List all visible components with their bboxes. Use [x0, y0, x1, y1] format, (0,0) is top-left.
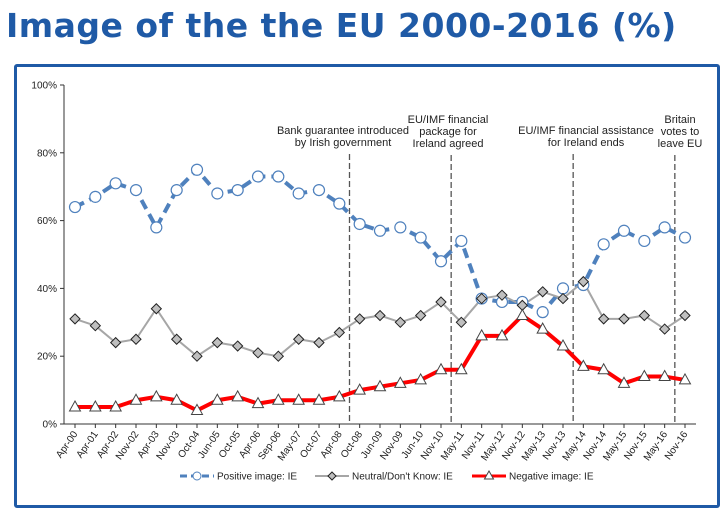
data-point-neutral	[599, 314, 609, 324]
data-point-positive	[415, 232, 426, 243]
data-point-positive	[558, 283, 569, 294]
data-point-positive	[680, 232, 691, 243]
data-point-positive	[273, 171, 284, 182]
data-point-neutral	[395, 317, 405, 327]
data-point-neutral	[233, 341, 243, 351]
data-point-positive	[293, 188, 304, 199]
series-line-positive	[75, 170, 685, 312]
data-point-positive	[598, 239, 609, 250]
data-point-positive	[253, 171, 264, 182]
event-annotation: for Ireland ends	[548, 137, 625, 149]
data-point-positive	[334, 198, 345, 209]
data-point-positive	[232, 185, 243, 196]
data-point-positive	[314, 185, 325, 196]
event-annotation: package for	[419, 126, 477, 138]
series-line-negative	[75, 316, 685, 411]
y-tick-label: 60%	[37, 216, 57, 227]
data-point-positive	[354, 218, 365, 229]
legend-label: Neutral/Don't Know: IE	[352, 472, 453, 483]
event-annotation: Britain	[664, 114, 695, 126]
legend-marker	[193, 472, 201, 480]
data-point-positive	[375, 225, 386, 236]
event-annotation: EU/IMF financial assistance	[518, 125, 654, 137]
event-annotation: EU/IMF financial	[408, 114, 489, 126]
event-annotation: Bank guarantee introduced	[277, 125, 409, 137]
data-point-neutral	[253, 348, 263, 358]
y-tick-label: 40%	[37, 284, 57, 295]
data-point-neutral	[375, 311, 385, 321]
legend-marker	[328, 472, 336, 480]
data-point-negative	[517, 310, 528, 320]
event-annotation: Ireland agreed	[413, 138, 484, 150]
y-tick-label: 80%	[37, 148, 57, 159]
data-point-positive	[436, 256, 447, 267]
y-tick-label: 100%	[31, 81, 57, 92]
data-point-positive	[90, 191, 101, 202]
data-point-positive	[537, 307, 548, 318]
data-point-positive	[659, 222, 670, 233]
data-point-positive	[456, 235, 467, 246]
data-point-positive	[192, 164, 203, 175]
y-tick-label: 0%	[43, 420, 58, 431]
event-annotation: by Irish government	[295, 137, 392, 149]
event-annotation: leave EU	[658, 138, 703, 150]
data-point-neutral	[70, 314, 80, 324]
legend-label: Positive image: IE	[217, 472, 297, 483]
data-point-positive	[395, 222, 406, 233]
event-annotation: votes to	[661, 126, 700, 138]
data-point-positive	[70, 202, 81, 213]
y-tick-label: 20%	[37, 352, 57, 363]
data-point-positive	[619, 225, 630, 236]
data-point-positive	[212, 188, 223, 199]
data-point-positive	[151, 222, 162, 233]
data-point-positive	[171, 185, 182, 196]
data-point-positive	[131, 185, 142, 196]
line-chart: 0%20%40%60%80%100%Apr-00Apr-01Apr-02Nov-…	[0, 0, 726, 514]
legend-label: Negative image: IE	[509, 472, 594, 483]
data-point-neutral	[619, 314, 629, 324]
data-point-positive	[639, 235, 650, 246]
data-point-positive	[110, 178, 121, 189]
data-point-neutral	[314, 338, 324, 348]
